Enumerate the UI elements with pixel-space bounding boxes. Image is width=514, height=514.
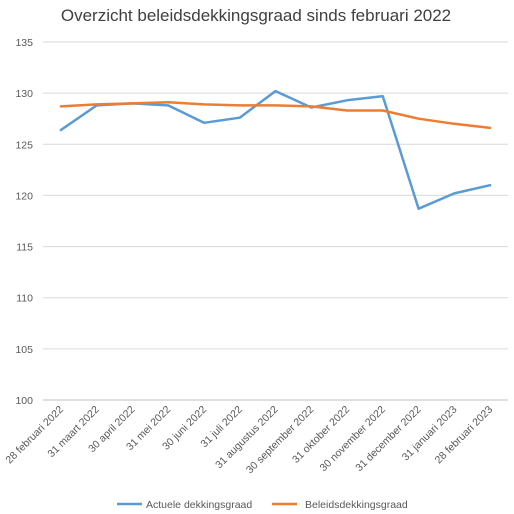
series-lines [59, 89, 492, 210]
x-tick-label: 30 september 2022 [244, 404, 317, 477]
y-tick-label: 125 [15, 139, 33, 151]
y-axis-ticks: 100 105 110 115 120 125 130 135 [15, 37, 33, 407]
legend: Actuele dekkingsgraad Beleidsdekkingsgraa… [117, 499, 408, 511]
series-line-1 [59, 101, 492, 130]
x-tick-label: 31 augustus 2022 [213, 404, 281, 472]
y-tick-label: 130 [15, 88, 33, 100]
y-tick-label: 135 [15, 37, 33, 49]
y-tick-label: 115 [16, 242, 33, 254]
x-tick-label: 30 november 2022 [318, 404, 389, 475]
y-tick-label: 120 [15, 190, 33, 202]
chart-title: Overzicht beleidsdekkingsgraad sinds feb… [61, 6, 451, 25]
legend-label-0: Actuele dekkingsgraad [146, 499, 252, 511]
legend-label-1: Beleidsdekkingsgraad [305, 499, 408, 511]
series-line-0 [59, 89, 492, 210]
gridlines [43, 41, 508, 401]
x-tick-label: 31 december 2022 [353, 404, 424, 475]
y-tick-label: 110 [16, 293, 33, 305]
y-tick-label: 100 [15, 395, 33, 407]
y-tick-label: 105 [15, 344, 33, 356]
